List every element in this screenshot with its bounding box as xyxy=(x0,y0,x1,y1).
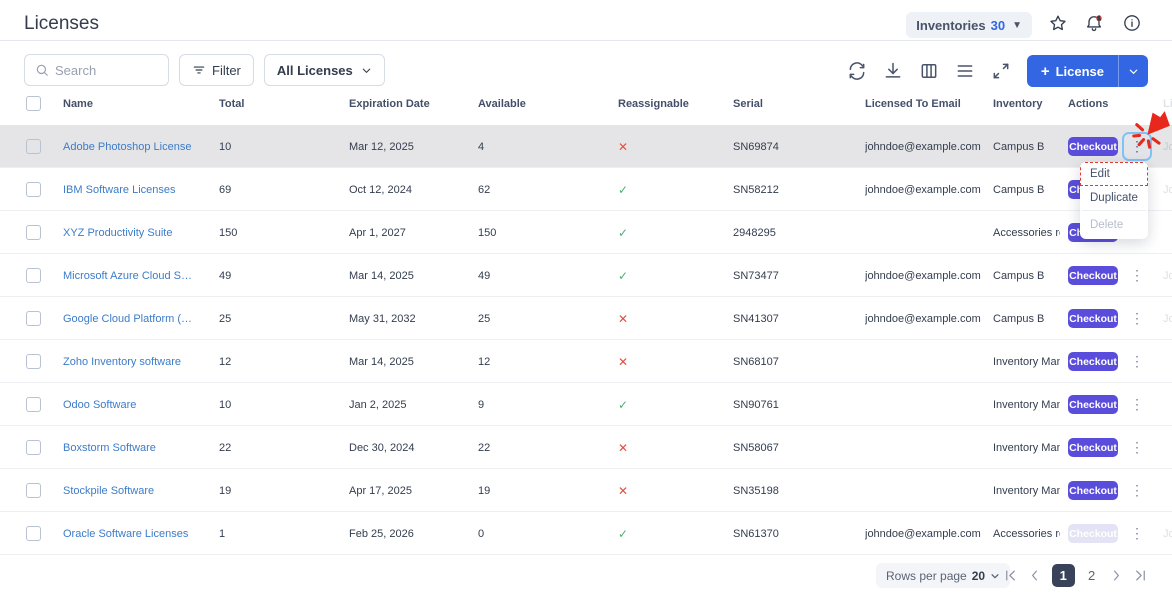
svg-text:1: 1 xyxy=(1097,16,1100,22)
